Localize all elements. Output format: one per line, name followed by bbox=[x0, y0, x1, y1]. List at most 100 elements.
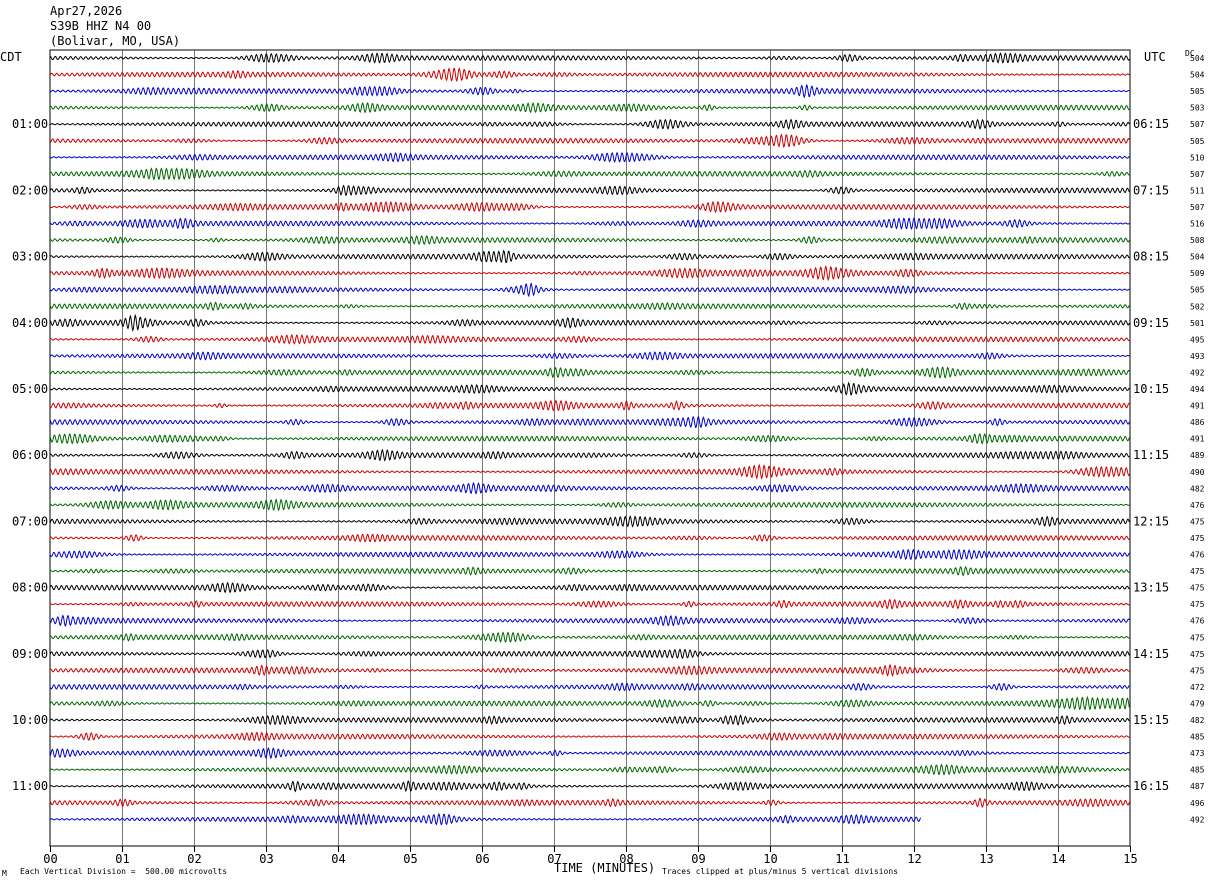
trace-line bbox=[49, 695, 1130, 711]
utc-time-label: 15:15 bbox=[1133, 713, 1169, 727]
cdt-time-label: 02:00 bbox=[12, 183, 48, 197]
trace-line bbox=[49, 631, 1130, 644]
dc-offset-label: 475 bbox=[1190, 666, 1205, 675]
trace-line bbox=[49, 746, 1130, 760]
trace-line bbox=[49, 265, 1130, 282]
dc-offset-label: 475 bbox=[1190, 534, 1205, 543]
trace-line bbox=[49, 52, 1130, 64]
trace-line bbox=[49, 234, 1130, 246]
dc-offset-label: 490 bbox=[1190, 468, 1205, 477]
trace-line bbox=[49, 663, 1130, 677]
x-tick-label: 04 bbox=[331, 852, 345, 866]
x-tick-label: 12 bbox=[907, 852, 921, 866]
cdt-time-label: 07:00 bbox=[12, 514, 48, 528]
cdt-time-label: 10:00 bbox=[12, 713, 48, 727]
x-tick-label: 03 bbox=[259, 852, 273, 866]
dc-offset-label: 496 bbox=[1190, 799, 1205, 808]
dc-offset-label: 487 bbox=[1190, 782, 1205, 791]
dc-offset-label: 507 bbox=[1190, 170, 1205, 179]
trace-line bbox=[49, 797, 1130, 809]
trace-line bbox=[49, 366, 1130, 379]
dc-offset-label: 508 bbox=[1190, 236, 1205, 245]
trace-line bbox=[49, 84, 1130, 99]
trace-line bbox=[49, 301, 1130, 312]
trace-line bbox=[49, 151, 1130, 163]
division-note: Each Vertical Division = 500.00 microvol… bbox=[20, 867, 228, 876]
utc-time-label: 07:15 bbox=[1133, 183, 1169, 197]
dc-offset-label: 475 bbox=[1190, 650, 1205, 659]
cdt-time-label: 09:00 bbox=[12, 647, 48, 661]
x-tick-label: 09 bbox=[691, 852, 705, 866]
clip-note: Traces clipped at plus/minus 5 vertical … bbox=[662, 867, 899, 876]
x-tick-label: 02 bbox=[187, 852, 201, 866]
dc-offset-label: 504 bbox=[1190, 71, 1205, 80]
cdt-time-label: 11:00 bbox=[12, 779, 48, 793]
x-axis-label: TIME (MINUTES) bbox=[554, 861, 656, 875]
trace-line bbox=[49, 598, 1130, 610]
trace-line bbox=[49, 200, 1130, 214]
dc-offset-label: 507 bbox=[1190, 203, 1205, 212]
dc-offset-label: 511 bbox=[1190, 186, 1205, 195]
utc-label: UTC bbox=[1144, 50, 1166, 64]
cdt-time-label: 05:00 bbox=[12, 382, 48, 396]
trace-line bbox=[49, 581, 1130, 594]
dc-offset-label: 475 bbox=[1190, 584, 1205, 593]
dc-label: DC bbox=[1185, 49, 1195, 58]
dc-offset-label: 503 bbox=[1190, 104, 1205, 113]
dc-offset-label: 505 bbox=[1190, 286, 1205, 295]
cdt-label: CDT bbox=[0, 50, 22, 64]
trace-line bbox=[49, 101, 1130, 114]
dc-offset-label: 479 bbox=[1190, 699, 1205, 708]
trace-line bbox=[49, 313, 1130, 333]
trace-line bbox=[49, 133, 1130, 149]
trace-line bbox=[49, 565, 1130, 577]
dc-offset-label: 475 bbox=[1190, 567, 1205, 576]
x-tick-label: 06 bbox=[475, 852, 489, 866]
dc-offset-label: 494 bbox=[1190, 385, 1205, 394]
trace-line bbox=[49, 118, 1130, 130]
trace-line bbox=[49, 282, 1130, 298]
dc-offset-label: 501 bbox=[1190, 319, 1205, 328]
utc-time-label: 12:15 bbox=[1133, 514, 1169, 528]
station-label: S39B HHZ N4 00 bbox=[50, 19, 152, 33]
dc-offset-label: 510 bbox=[1190, 153, 1205, 162]
dc-offset-label: 476 bbox=[1190, 551, 1205, 560]
utc-time-label: 13:15 bbox=[1133, 581, 1169, 595]
utc-time-label: 08:15 bbox=[1133, 250, 1169, 264]
trace-line bbox=[49, 249, 1130, 264]
dc-offset-label: 507 bbox=[1190, 120, 1205, 129]
trace-line bbox=[49, 481, 1130, 495]
dc-offset-label: 492 bbox=[1190, 368, 1205, 377]
dc-offset-label: 509 bbox=[1190, 269, 1205, 278]
cdt-time-label: 01:00 bbox=[12, 117, 48, 131]
trace-line bbox=[49, 731, 1130, 742]
trace-line bbox=[49, 515, 1130, 528]
cdt-time-label: 03:00 bbox=[12, 250, 48, 264]
utc-time-label: 14:15 bbox=[1133, 647, 1169, 661]
trace-line bbox=[49, 167, 1130, 181]
trace-line bbox=[49, 812, 922, 826]
trace-line bbox=[49, 333, 1130, 345]
dc-offset-label: 482 bbox=[1190, 484, 1205, 493]
x-tick-label: 14 bbox=[1051, 852, 1065, 866]
location-label: (Bolivar, MO, USA) bbox=[50, 34, 181, 48]
trace-line bbox=[49, 432, 1130, 445]
trace-line bbox=[49, 648, 1130, 660]
x-tick-label: 08 bbox=[619, 852, 633, 866]
utc-time-label: 11:15 bbox=[1133, 448, 1169, 462]
trace-line bbox=[49, 399, 1130, 412]
dc-offset-label: 492 bbox=[1190, 815, 1205, 824]
trace-line bbox=[49, 463, 1130, 480]
x-tick-label: 00 bbox=[43, 852, 57, 866]
trace-line bbox=[49, 682, 1130, 692]
date-label: Apr27,2026 bbox=[50, 4, 123, 18]
trace-line bbox=[49, 351, 1130, 361]
dc-offset-label: 516 bbox=[1190, 220, 1205, 229]
dc-offset-label: 473 bbox=[1190, 749, 1205, 758]
trace-line bbox=[49, 498, 1130, 512]
cdt-time-label: 08:00 bbox=[12, 581, 48, 595]
utc-time-label: 16:15 bbox=[1133, 779, 1169, 793]
dc-offset-label: 472 bbox=[1190, 683, 1205, 692]
dc-offset-label: 495 bbox=[1190, 335, 1205, 344]
